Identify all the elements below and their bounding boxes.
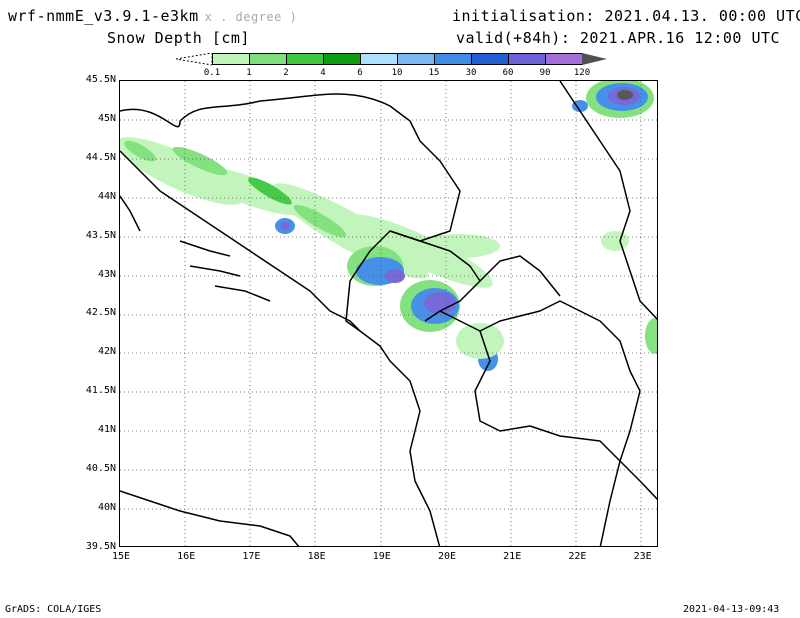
lon-tick-label: 21E [503,551,522,562]
legend-label: 6 [357,68,363,78]
lat-tick-label: 43.5N [85,229,116,241]
lat-tick-label: 44N [97,190,116,202]
legend-label: 15 [428,68,440,78]
legend-swatch [323,53,361,65]
lon-tick-label: 19E [372,551,391,562]
legend-label: 2 [283,68,289,78]
variable-title: Snow Depth [cm] [107,29,250,47]
legend-label: 90 [539,68,551,78]
snow-depth-map [119,80,658,547]
init-time: initialisation: 2021.04.13. 00:00 UTC [452,7,800,25]
legend-label: 0.1 [203,68,221,78]
lat-tick-label: 41N [97,424,116,436]
legend-swatch [582,53,607,65]
map-grid [120,81,657,546]
model-title: wrf-nmmE_v3.9.1-e3km x . degree ) [8,7,298,25]
lat-tick-label: 42N [97,346,116,358]
legend-left-arrow [176,53,212,66]
legend-label: 60 [502,68,514,78]
lat-tick-label: 42.5N [85,307,116,319]
lat-tick-label: 45N [97,112,116,124]
lat-tick-label: 39.5N [85,540,116,552]
lon-tick-label: 16E [177,551,196,562]
legend-swatch [360,53,398,65]
snow-field [120,81,657,371]
lat-tick-label: 41.5N [85,385,116,397]
legend-swatch [545,53,583,65]
map-canvas [120,81,657,546]
lon-tick-label: 22E [568,551,587,562]
legend-label: 120 [573,68,591,78]
legend-swatch [286,53,324,65]
legend-swatch [434,53,472,65]
lat-tick-label: 40.5N [85,463,116,474]
legend-swatch [397,53,435,65]
legend-swatch [212,53,250,65]
legend-label: 1 [246,68,252,78]
lat-tick-label: 44.5N [85,151,116,163]
legend-label: 4 [320,68,326,78]
lat-tick-label: 43N [97,268,116,280]
lon-tick-label: 20E [437,551,457,562]
footer-timestamp: 2021-04-13-09:43 [683,604,780,615]
valid-time: valid(+84h): 2021.APR.16 12:00 UTC [456,29,781,47]
lon-tick-label: 15E [111,551,131,562]
lon-tick-label: 17E [242,551,261,562]
legend-swatch [471,53,509,65]
legend-swatch [249,53,287,65]
legend-label: 30 [465,68,477,78]
lon-tick-label: 23E [633,551,652,562]
footer-credit: GrADS: COLA/IGES [5,604,102,615]
coastlines-borders [120,81,657,546]
lat-tick-label: 45.5N [85,74,116,85]
legend-label: 10 [391,68,403,78]
legend-swatch [508,53,546,65]
lon-tick-label: 18E [307,551,326,562]
lat-tick-label: 40N [97,501,116,513]
